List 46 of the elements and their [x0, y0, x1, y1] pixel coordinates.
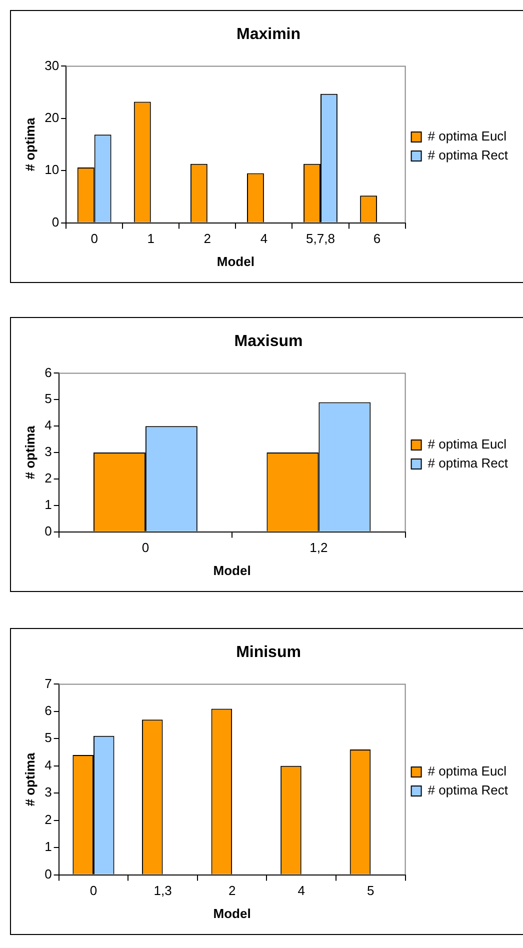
x-tick-label: 1 [147, 231, 154, 246]
legend-label: # optima Rect [428, 782, 508, 798]
y-tick-label: 0 [52, 214, 60, 230]
x-axis-title: Model [216, 254, 254, 269]
y-tick-label: 3 [44, 444, 52, 460]
x-tick-label: 5,7,8 [306, 231, 335, 246]
x-tick-label: 4 [260, 231, 268, 246]
y-tick-label: 4 [44, 418, 52, 433]
y-tick-label: 10 [44, 162, 60, 178]
y-tick-label: 2 [44, 470, 52, 486]
legend-label: # optima Rect [428, 456, 508, 471]
x-tick-label: 4 [298, 883, 305, 898]
x-axis-title: Model [213, 562, 251, 578]
legend-label: # optima Eucl [428, 128, 507, 144]
y-tick-label: 7 [44, 676, 52, 691]
y-tick-label: 4 [44, 757, 52, 772]
y-tick-label: 1 [44, 839, 52, 854]
y-tick-label: 0 [44, 523, 52, 538]
x-tick-label: 5 [367, 883, 374, 898]
y-tick-label: 0 [44, 866, 52, 882]
y-tick-label: 1 [44, 496, 52, 512]
x-tick-label: 0 [90, 231, 98, 246]
x-tick-label: 6 [373, 231, 381, 246]
legend-label: # optima Rect [428, 148, 508, 163]
y-axis-title: # optima [22, 425, 38, 480]
y-tick-label: 20 [44, 110, 60, 125]
legend-label: # optima Eucl [428, 436, 507, 452]
y-axis-title: # optima [22, 752, 38, 806]
x-tick-label: 2 [228, 883, 236, 898]
y-tick-label: 5 [44, 730, 52, 746]
x-axis-title: Model [213, 906, 251, 921]
y-tick-label: 30 [44, 58, 60, 73]
x-tick-label: 1,3 [154, 883, 172, 898]
legend-label: # optima Eucl [428, 764, 507, 779]
y-tick-label: 2 [44, 812, 52, 827]
y-tick-label: 5 [44, 391, 52, 406]
y-axis-title: # optima [22, 117, 38, 172]
y-tick-label: 6 [44, 703, 52, 718]
chart-title: Minisum [236, 644, 301, 662]
y-tick-label: 6 [44, 364, 52, 380]
chart-title: Maxisum [234, 333, 303, 350]
chart-title: Maximin [236, 26, 301, 44]
x-tick-label: 1,2 [310, 540, 328, 556]
y-tick-label: 3 [44, 784, 52, 800]
x-tick-label: 0 [90, 883, 98, 898]
x-tick-label: 2 [204, 231, 212, 246]
